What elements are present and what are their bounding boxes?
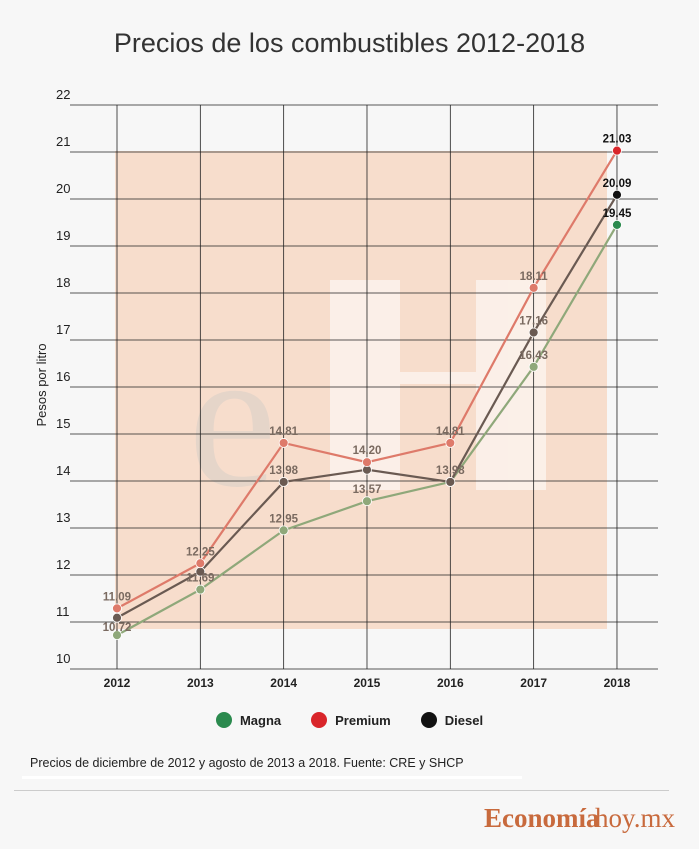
point-premium-2013[interactable] — [195, 558, 206, 569]
data-label-premium-2014: 14.81 — [269, 426, 298, 438]
y-tick-label-11: 21 — [56, 134, 70, 149]
legend: Magna Premium Diesel — [0, 712, 699, 728]
data-label-premium-2018: 21.03 — [603, 134, 632, 146]
data-label-magna-2012: 10.72 — [103, 622, 132, 634]
point-diesel-2017[interactable] — [528, 327, 539, 338]
data-label-premium-2017: 18.11 — [520, 271, 549, 283]
legend-label-premium: Premium — [335, 712, 391, 728]
point-magna-2015[interactable] — [362, 496, 372, 507]
point-magna-2017[interactable] — [528, 361, 539, 372]
data-label-diesel-2018: 20.09 — [603, 178, 632, 190]
legend-label-magna: Magna — [239, 712, 282, 728]
data-label-diesel-2014: 13.98 — [269, 465, 298, 477]
y-axis-label: Pesos por litro — [34, 343, 49, 426]
brand-logo[interactable]: Economía hoy.mx — [0, 803, 699, 833]
y-tick-label-3: 13 — [56, 510, 70, 525]
y-tick-label-12: 22 — [56, 87, 70, 102]
data-label-magna-2015: 13.57 — [353, 484, 382, 496]
legend-item-magna[interactable]: Magna — [215, 712, 282, 728]
point-diesel-2014[interactable] — [278, 477, 289, 487]
y-tick-label-10: 20 — [56, 181, 70, 196]
point-premium-2015[interactable] — [362, 457, 372, 468]
y-tick-label-6: 16 — [56, 369, 70, 384]
data-label-magna-2017: 16.43 — [519, 350, 548, 362]
x-tick-label-5: 2017 — [520, 676, 547, 690]
brand-part-1: Economía — [484, 803, 600, 833]
legend-item-premium[interactable]: Premium — [311, 712, 391, 728]
x-axis: 2012 2013 2014 2015 2016 2017 2018 — [104, 676, 631, 690]
y-tick-label-5: 15 — [56, 416, 70, 431]
data-label-diesel-2017: 17.16 — [519, 315, 548, 327]
point-magna-2018[interactable] — [612, 219, 622, 230]
y-tick-label-4: 14 — [56, 463, 70, 478]
point-premium-2012[interactable] — [112, 603, 122, 614]
x-tick-label-3: 2015 — [354, 676, 381, 690]
point-magna-2012[interactable] — [112, 630, 122, 641]
data-labels: 10.72 11.69 12.95 13.57 13.98 16.43 19.45 13.98… — [103, 134, 632, 635]
y-tick-label-2: 12 — [56, 557, 70, 572]
point-diesel-2018[interactable] — [612, 189, 622, 200]
legend-swatch-diesel — [420, 712, 437, 728]
y-tick-label-8: 18 — [56, 275, 70, 290]
y-tick-label-9: 19 — [56, 228, 70, 243]
legend-label-diesel: Diesel — [444, 712, 484, 728]
data-label-premium-2016: 14.81 — [436, 426, 465, 438]
watermark-logo: e — [188, 280, 546, 529]
x-tick-label-1: 2013 — [187, 676, 214, 690]
y-axis: 10 11 12 13 14 15 16 17 18 19 20 21 22 — [56, 87, 70, 666]
series-group — [112, 145, 622, 641]
data-label-premium-2012: 11.09 — [103, 591, 131, 603]
svg-text:e: e — [188, 308, 277, 529]
x-tick-label-6: 2018 — [604, 676, 631, 690]
y-tick-label-1: 11 — [56, 604, 70, 619]
point-diesel-2012[interactable] — [112, 612, 122, 623]
source-note: Precios de diciembre de 2012 y agosto de… — [22, 754, 522, 779]
point-premium-2016[interactable] — [445, 438, 456, 448]
point-diesel-2016[interactable] — [445, 477, 456, 487]
point-premium-2017[interactable] — [528, 282, 539, 293]
point-magna-2014[interactable] — [278, 525, 289, 536]
data-label-magna-2013: 11.69 — [186, 573, 214, 585]
chart-title: Precios de los combustibles 2012-2018 — [113, 28, 586, 58]
data-label-premium-2015: 14.20 — [353, 445, 382, 457]
footer-divider — [14, 790, 669, 791]
data-label-magna-2014: 12.95 — [269, 513, 298, 525]
legend-item-diesel[interactable]: Diesel — [420, 712, 484, 728]
x-tick-label-4: 2016 — [437, 676, 464, 690]
y-tick-label-7: 17 — [56, 322, 70, 337]
brand-part-2: hoy.mx — [595, 803, 675, 833]
x-tick-label-2: 2014 — [270, 676, 297, 690]
legend-swatch-premium — [311, 712, 328, 728]
y-tick-label-0: 10 — [56, 651, 70, 666]
data-label-magna-2018: 19.45 — [603, 208, 632, 220]
x-tick-label-0: 2012 — [104, 676, 131, 690]
data-label-magna-2016: 13.98 — [436, 465, 465, 477]
grid-lines — [70, 104, 658, 670]
point-premium-2014[interactable] — [278, 438, 289, 448]
legend-swatch-magna — [215, 712, 232, 728]
point-premium-2018[interactable] — [612, 145, 622, 156]
point-magna-2013[interactable] — [195, 584, 206, 595]
data-label-premium-2013: 12.25 — [186, 546, 215, 558]
